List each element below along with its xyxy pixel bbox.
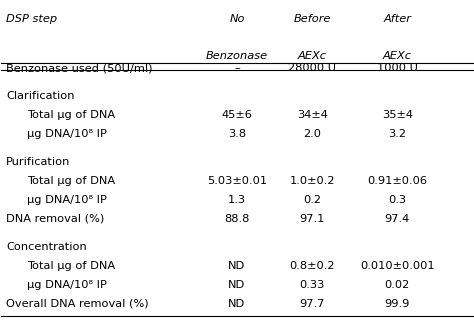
Text: ND: ND: [228, 280, 246, 290]
Text: 1000 U: 1000 U: [377, 63, 418, 73]
Text: 99.9: 99.9: [384, 299, 410, 309]
Text: AEXc: AEXc: [298, 51, 327, 61]
Text: 0.02: 0.02: [384, 280, 410, 290]
Text: After: After: [383, 14, 411, 24]
Text: 35±4: 35±4: [382, 110, 413, 120]
Text: 2.0: 2.0: [303, 129, 321, 139]
Text: 5.03±0.01: 5.03±0.01: [207, 176, 267, 186]
Text: 3.2: 3.2: [388, 129, 406, 139]
Text: μg DNA/10⁸ IP: μg DNA/10⁸ IP: [27, 280, 107, 290]
Text: 97.7: 97.7: [300, 299, 325, 309]
Text: Total μg of DNA: Total μg of DNA: [27, 176, 116, 186]
Text: μg DNA/10⁸ IP: μg DNA/10⁸ IP: [27, 195, 107, 205]
Text: 0.8±0.2: 0.8±0.2: [290, 261, 335, 271]
Text: 1.3: 1.3: [228, 195, 246, 205]
Text: 1.0±0.2: 1.0±0.2: [290, 176, 335, 186]
Text: μg DNA/10⁸ IP: μg DNA/10⁸ IP: [27, 129, 107, 139]
Text: Benzonase: Benzonase: [206, 51, 268, 61]
Text: ND: ND: [228, 299, 246, 309]
Text: Clarification: Clarification: [6, 91, 74, 101]
Text: DSP step: DSP step: [6, 14, 57, 24]
Text: 0.33: 0.33: [300, 280, 325, 290]
Text: 88.8: 88.8: [224, 214, 250, 224]
Text: 0.010±0.001: 0.010±0.001: [360, 261, 435, 271]
Text: ND: ND: [228, 261, 246, 271]
Text: Before: Before: [294, 14, 331, 24]
Text: –: –: [234, 63, 240, 73]
Text: Benzonase used (50U/ml): Benzonase used (50U/ml): [6, 63, 153, 73]
Text: Overall DNA removal (%): Overall DNA removal (%): [6, 299, 149, 309]
Text: 0.2: 0.2: [303, 195, 321, 205]
Text: Total μg of DNA: Total μg of DNA: [27, 261, 116, 271]
Text: 0.91±0.06: 0.91±0.06: [367, 176, 427, 186]
Text: 0.3: 0.3: [388, 195, 406, 205]
Text: 28000 U: 28000 U: [288, 63, 337, 73]
Text: Purification: Purification: [6, 157, 71, 167]
Text: Total μg of DNA: Total μg of DNA: [27, 110, 116, 120]
Text: No: No: [229, 14, 245, 24]
Text: 97.1: 97.1: [300, 214, 325, 224]
Text: 3.8: 3.8: [228, 129, 246, 139]
Text: AEXc: AEXc: [383, 51, 412, 61]
Text: 97.4: 97.4: [384, 214, 410, 224]
Text: 34±4: 34±4: [297, 110, 328, 120]
Text: 45±6: 45±6: [221, 110, 253, 120]
Text: Concentration: Concentration: [6, 241, 87, 251]
Text: DNA removal (%): DNA removal (%): [6, 214, 104, 224]
